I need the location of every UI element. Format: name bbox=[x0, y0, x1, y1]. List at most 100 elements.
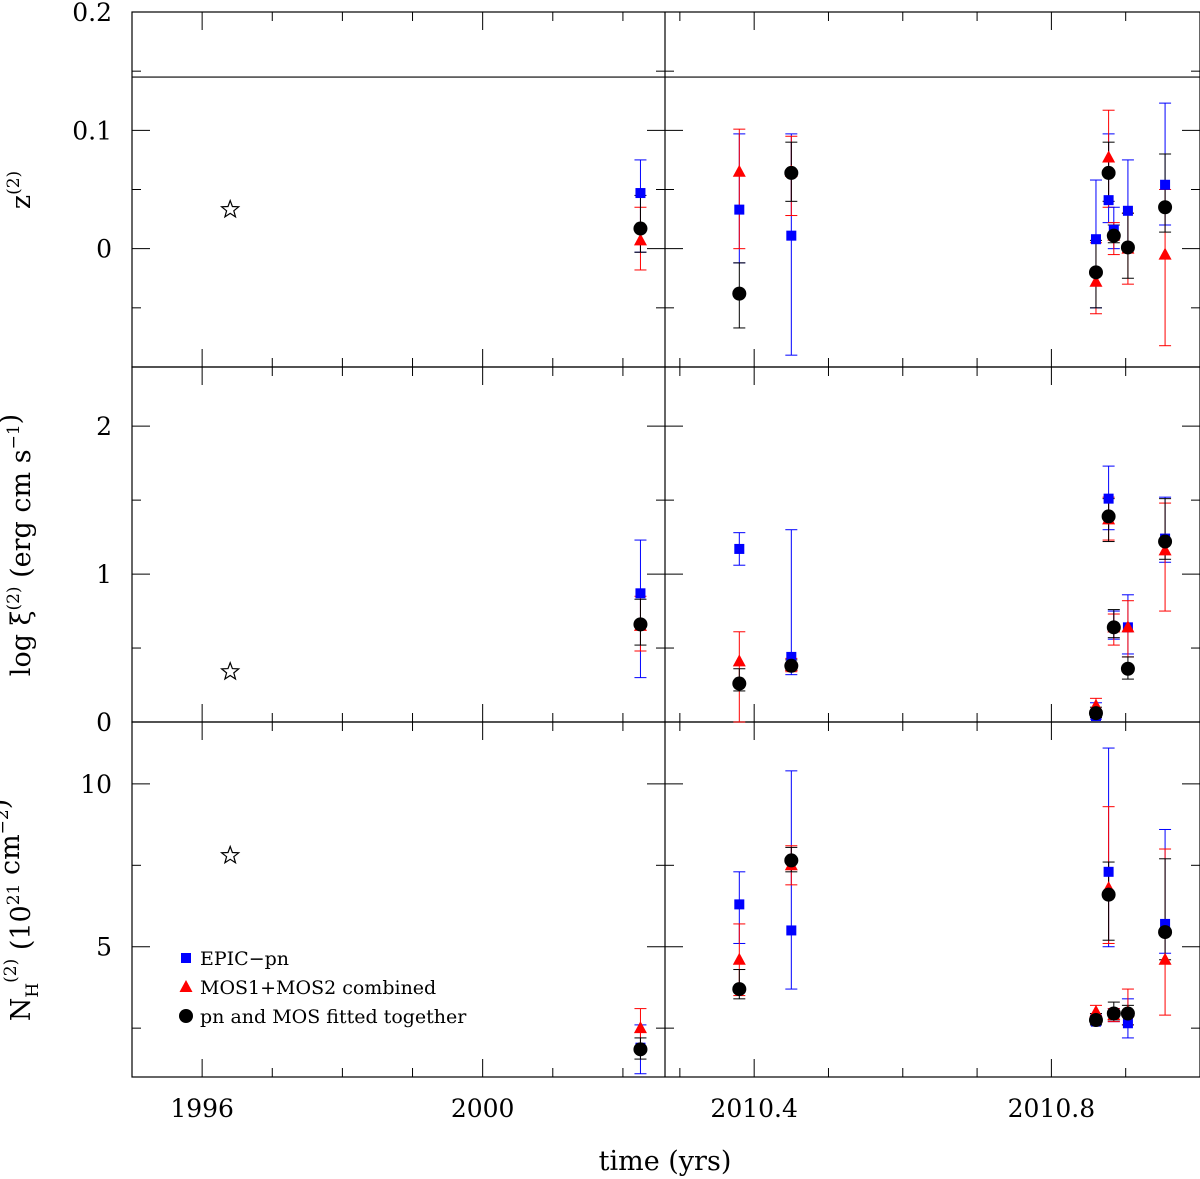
y-tick-label-z: 0 bbox=[96, 235, 112, 264]
point-mos-z bbox=[1102, 150, 1116, 163]
ref-point-xi bbox=[219, 660, 241, 681]
ylabel-tail-sup: 21 bbox=[4, 884, 24, 906]
x-tick-label: 1996 bbox=[170, 1094, 234, 1123]
point-joint-z bbox=[633, 221, 648, 236]
panel-frame-nh bbox=[131, 721, 1200, 1078]
point-pn-xi bbox=[1103, 493, 1114, 504]
point-pn-z bbox=[635, 188, 646, 199]
point-pn-z bbox=[1122, 205, 1133, 216]
ylabel-sub: H bbox=[23, 983, 43, 998]
point-joint-nh bbox=[732, 982, 747, 997]
ref-point-nh bbox=[219, 844, 241, 865]
point-pn-z bbox=[1103, 195, 1114, 206]
legend-marker-joint bbox=[179, 1009, 193, 1023]
point-joint-z bbox=[732, 286, 747, 301]
point-joint-xi bbox=[1120, 661, 1135, 676]
ylabel-tail: (10 bbox=[6, 905, 37, 950]
point-joint-nh bbox=[784, 853, 799, 868]
point-joint-z bbox=[1120, 240, 1135, 255]
x-tick-label: 2000 bbox=[451, 1094, 515, 1123]
point-mos-nh bbox=[633, 1021, 647, 1034]
point-mos-z bbox=[732, 164, 746, 177]
axis-labels: time (yrs) 1996 2000 2010.4 2010.800.10.2z(… bbox=[0, 0, 1095, 1177]
legend: EPIC−pn MOS1+MOS2 combined pn and MOS fitt… bbox=[179, 948, 467, 1028]
y-axis-title-xi: log ξ(2) (erg cm s−1) bbox=[0, 414, 37, 676]
y-tick-label-xi: 0 bbox=[96, 708, 112, 737]
point-mos-nh bbox=[732, 952, 746, 965]
point-pn-nh bbox=[734, 899, 745, 910]
point-mos-z bbox=[633, 233, 647, 246]
point-joint-z bbox=[1158, 200, 1173, 215]
y-axis-title-z: z(2) bbox=[4, 171, 37, 209]
legend-label-joint: pn and MOS fitted together bbox=[200, 1006, 467, 1028]
ylabel-tail-sup: −1 bbox=[4, 424, 24, 449]
point-pn-z bbox=[786, 230, 797, 241]
ylabel-tail: (erg cm s bbox=[6, 449, 37, 577]
legend-label-mos: MOS1+MOS2 combined bbox=[200, 977, 436, 999]
point-joint-z bbox=[1106, 228, 1121, 243]
y-tick-label-z: 0.1 bbox=[72, 116, 112, 145]
point-joint-z bbox=[1101, 165, 1116, 180]
ylabel-main: N bbox=[6, 998, 37, 1022]
point-pn-nh bbox=[786, 925, 797, 936]
x-tick-label: 2010.4 bbox=[710, 1094, 797, 1123]
point-pn-xi bbox=[734, 543, 745, 554]
y-tick-label-xi: 1 bbox=[96, 560, 112, 589]
panel-frame-xi bbox=[131, 366, 1200, 723]
point-mos-xi bbox=[1158, 543, 1172, 556]
point-joint-nh bbox=[633, 1042, 648, 1057]
point-joint-z bbox=[784, 165, 799, 180]
point-joint-xi bbox=[1158, 534, 1173, 549]
ylabel-space bbox=[6, 950, 37, 959]
y-axis-title-nh: NH(2) (1021 cm−2) bbox=[0, 799, 43, 1022]
y-tick-label-nh: 10 bbox=[80, 770, 112, 799]
ylabel-close: ) bbox=[0, 799, 15, 810]
point-joint-z bbox=[1088, 265, 1103, 280]
ylabel-sup: (2) bbox=[4, 586, 24, 610]
point-mos-z bbox=[1158, 247, 1172, 260]
point-joint-nh bbox=[1106, 1006, 1121, 1021]
ylabel-close: ) bbox=[0, 414, 26, 425]
point-pn-xi bbox=[635, 588, 646, 599]
point-pn-xi bbox=[786, 651, 797, 662]
point-joint-nh bbox=[1088, 1013, 1103, 1028]
x-tick-label: 2010.8 bbox=[1008, 1094, 1095, 1123]
point-pn-nh bbox=[1103, 866, 1114, 877]
point-joint-xi bbox=[1101, 509, 1116, 524]
legend-label-pn: EPIC−pn bbox=[200, 948, 289, 970]
point-mos-xi bbox=[732, 654, 746, 667]
x-axis-title: time (yrs) bbox=[599, 1146, 732, 1177]
ylabel-space bbox=[6, 578, 37, 587]
point-mos-z bbox=[1089, 274, 1103, 287]
point-joint-xi bbox=[633, 617, 648, 632]
ylabel-sup: (2) bbox=[4, 171, 24, 195]
legend-marker-pn bbox=[181, 953, 191, 963]
point-joint-xi bbox=[732, 676, 747, 691]
axis-ticks bbox=[132, 12, 1200, 1077]
point-joint-nh bbox=[1120, 1006, 1135, 1021]
ylabel-main: z bbox=[6, 195, 37, 209]
legend-marker-mos bbox=[179, 980, 193, 992]
ylabel-tail2: cm bbox=[0, 834, 26, 883]
ylabel-tail2-sup: −2 bbox=[0, 809, 13, 834]
point-joint-nh bbox=[1158, 925, 1173, 940]
point-joint-xi bbox=[784, 658, 799, 673]
point-pn-z bbox=[734, 204, 745, 215]
point-pn-nh bbox=[1160, 918, 1171, 929]
panel-frames bbox=[131, 11, 1200, 1078]
ylabel-main: log ξ bbox=[6, 611, 37, 677]
y-tick-label-z: 0.2 bbox=[72, 0, 112, 27]
point-pn-nh bbox=[1122, 1018, 1133, 1029]
ref-point-z bbox=[219, 198, 241, 219]
point-mos-xi bbox=[1121, 620, 1135, 633]
y-tick-label-xi: 2 bbox=[96, 412, 112, 441]
point-joint-xi bbox=[1088, 706, 1103, 721]
point-mos-nh bbox=[1158, 952, 1172, 965]
y-tick-label-nh: 5 bbox=[96, 933, 112, 962]
point-pn-z bbox=[1090, 234, 1101, 245]
data-marks bbox=[219, 102, 1173, 1075]
point-joint-xi bbox=[1106, 620, 1121, 635]
point-joint-nh bbox=[1101, 887, 1116, 902]
ylabel-sup: (2) bbox=[1, 959, 21, 983]
